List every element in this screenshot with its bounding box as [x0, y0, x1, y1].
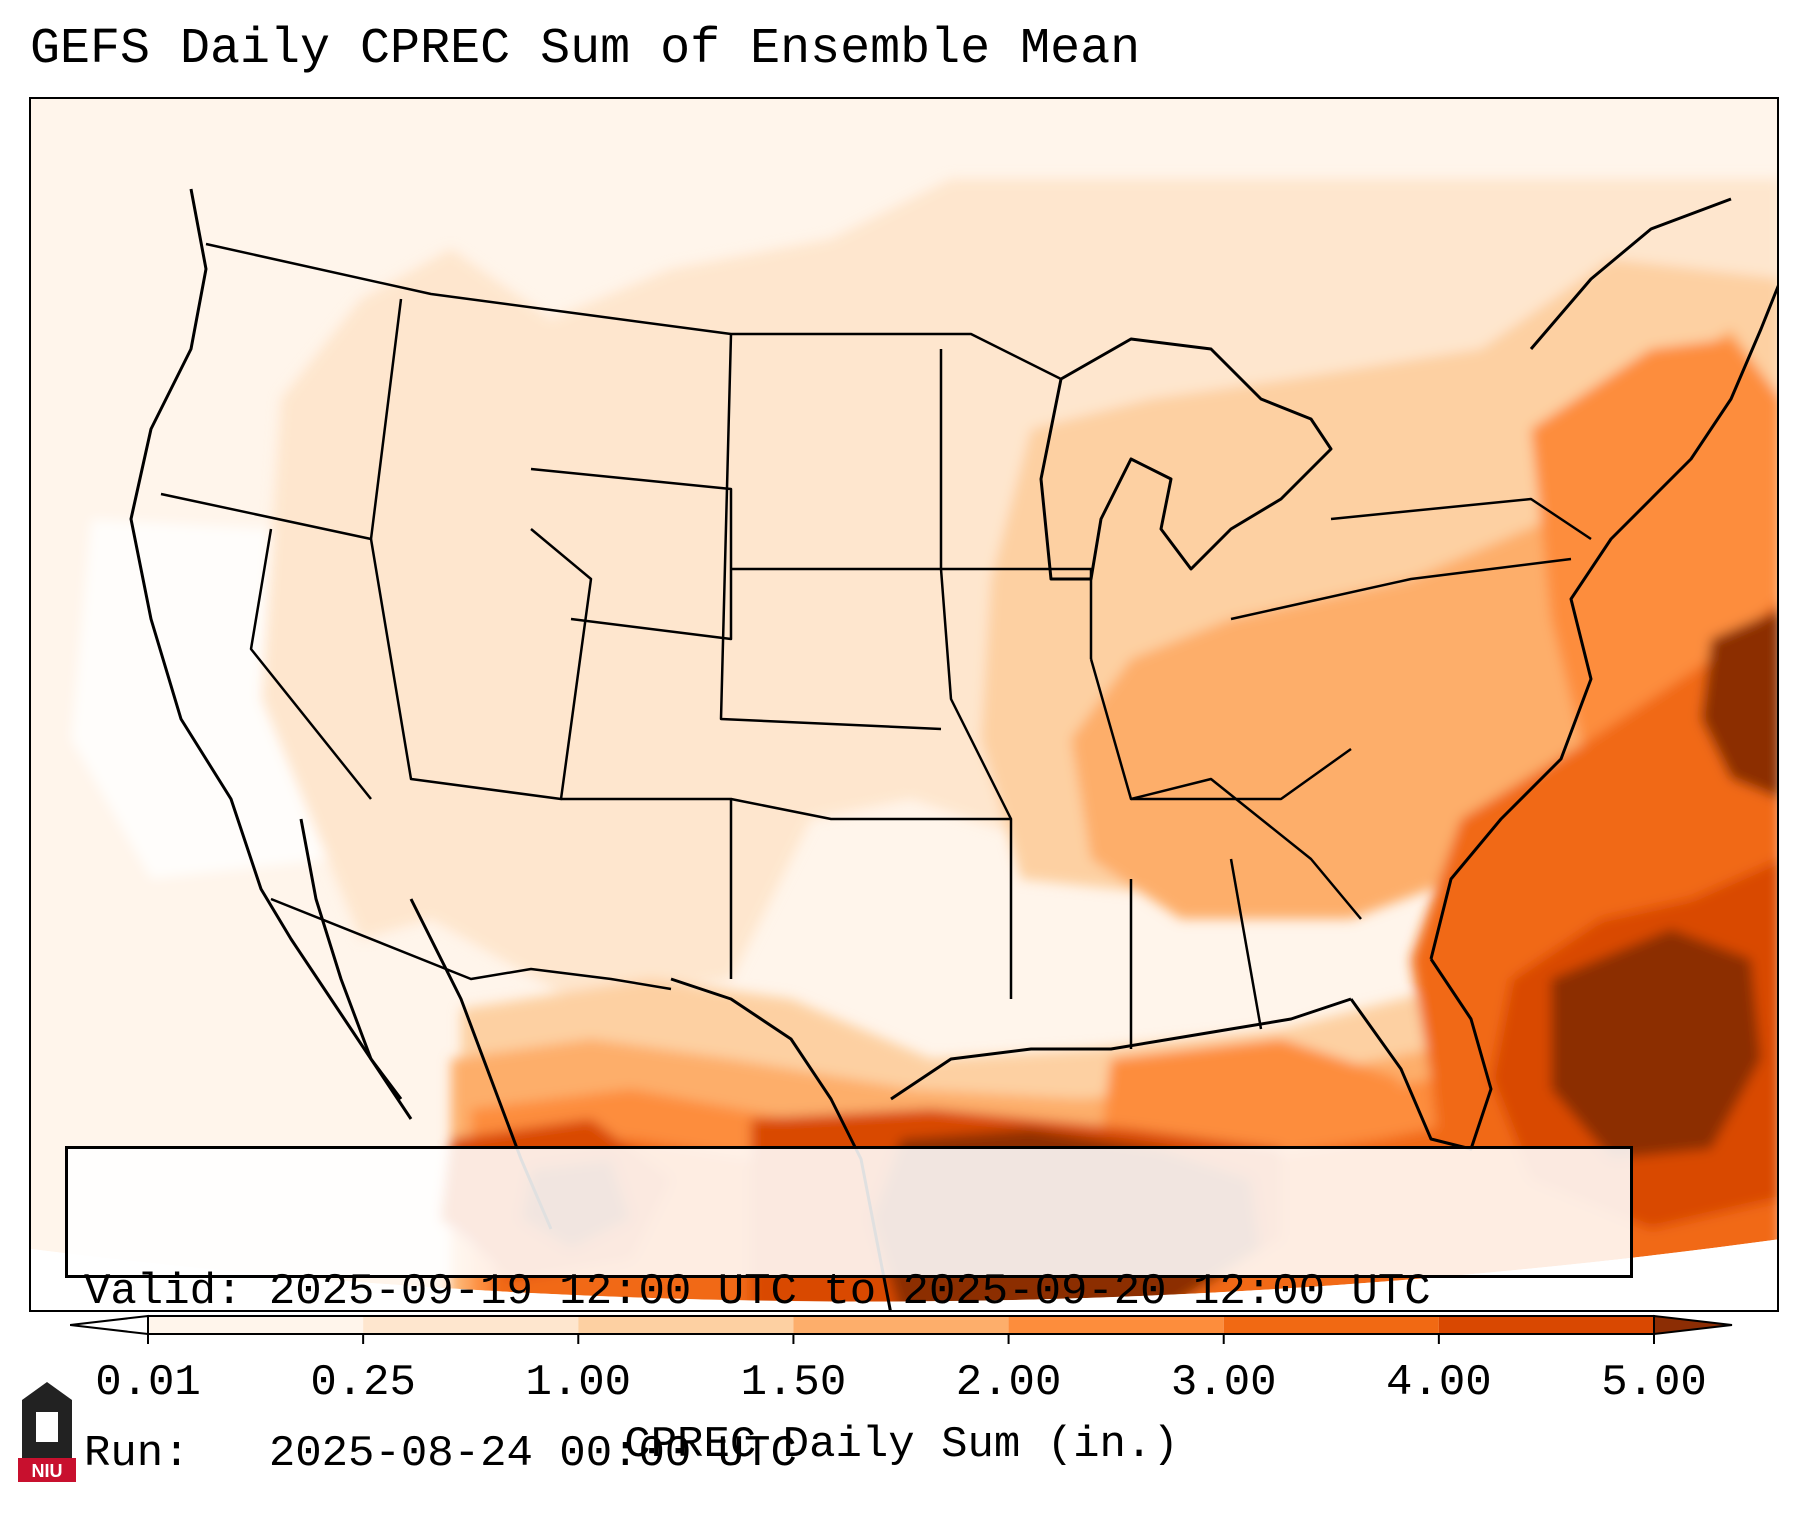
border-mid-atlantic: [1230, 557, 1572, 621]
colorbar-tick-label: 3.00: [1170, 1358, 1277, 1408]
border-nevada: [249, 528, 372, 800]
pacific-coastline: [129, 188, 413, 1120]
atlantic-coastline: [1429, 284, 1777, 960]
colorbar-ticks: [147, 1334, 1655, 1344]
colorbar: [70, 1314, 1733, 1344]
border-plains-central: [731, 567, 1013, 820]
logo-tower-window: [36, 1412, 58, 1442]
border-midwest-upper: [939, 349, 1093, 659]
border-northeast: [1330, 497, 1592, 541]
colorbar-tick-label: 2.00: [955, 1358, 1062, 1408]
map-canvas: [31, 99, 1777, 1310]
colorbar-bin: [1438, 1316, 1654, 1334]
border-rockies: [530, 467, 733, 641]
state-borders: [160, 242, 1592, 1049]
colorbar-label: CPREC Daily Sum (in.): [624, 1420, 1179, 1470]
coastlines: [129, 188, 1777, 1310]
colorbar-bin: [363, 1316, 579, 1334]
valid-value: 2025-09-19 12:00 UTC to 2025-09-20 12:00…: [268, 1267, 1431, 1317]
valid-label: Valid:: [84, 1267, 243, 1317]
projection-edge: [31, 1239, 1777, 1310]
colorbar-bin: [148, 1316, 364, 1334]
colorbar-bin: [578, 1316, 794, 1334]
colorbar-bin: [793, 1316, 1009, 1334]
colorbar-bin: [1008, 1316, 1224, 1334]
gulf-coast: [890, 997, 1352, 1101]
precipitation-map[interactable]: [29, 97, 1779, 1312]
logo-tower-roof: [22, 1382, 72, 1400]
great-lakes: [1039, 337, 1333, 581]
colorbar-bin: [1223, 1316, 1439, 1334]
run-label: Run:: [84, 1429, 190, 1479]
canada-coast-east: [1529, 197, 1732, 350]
precip-area-max-atlantic-south: [1551, 929, 1761, 1159]
border-usa-mexico: [270, 897, 672, 991]
validity-info-box: Valid: 2025-09-19 12:00 UTC to 2025-09-2…: [65, 1146, 1633, 1479]
border-southeast: [1130, 777, 1362, 920]
logo-red-band: [18, 1458, 76, 1482]
colorbar-tick-label: 4.00: [1386, 1358, 1492, 1408]
border-texas-oklahoma: [730, 797, 1013, 999]
colorbar-tick-label: 1.50: [740, 1358, 847, 1408]
colorbar-tick-label: 0.01: [95, 1358, 201, 1408]
colorbar-tick-label: 1.00: [525, 1358, 632, 1408]
niu-logo: NIU: [18, 1382, 76, 1482]
colorbar-under-arrow: [70, 1314, 149, 1336]
run-value: 2025-08-24 00:00 UTC: [268, 1429, 797, 1479]
colorbar-tick-label: 0.25: [310, 1358, 416, 1408]
border-plains-north: [719, 333, 942, 731]
border-midwest-lower: [1089, 658, 1352, 801]
colorbar-bins: [147, 1315, 1655, 1335]
border-alabama-georgia: [1229, 858, 1263, 1030]
run-row: Run: 2025-08-24 00:00 UTC: [84, 1427, 1614, 1481]
logo-text: NIU: [32, 1461, 63, 1481]
colorbar-over-arrow: [1653, 1314, 1733, 1336]
valid-row: Valid: 2025-09-19 12:00 UTC to 2025-09-2…: [84, 1265, 1614, 1319]
map-title: GEFS Daily CPREC Sum of Ensemble Mean: [30, 21, 1141, 78]
precip-area-max-atlantic-north: [1701, 609, 1777, 799]
baja-peninsula: [299, 818, 403, 1100]
precip-area-low-west: [71, 519, 331, 879]
colorbar-tick-label: 5.00: [1601, 1358, 1707, 1408]
